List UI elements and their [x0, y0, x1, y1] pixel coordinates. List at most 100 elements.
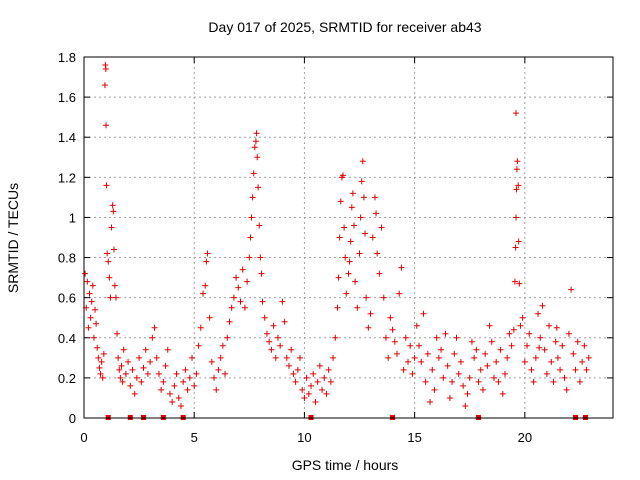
data-point [95, 354, 102, 361]
data-point [574, 338, 581, 345]
data-point [477, 366, 484, 373]
data-point [166, 390, 173, 397]
data-point [116, 366, 123, 373]
data-point [85, 324, 92, 331]
data-point [169, 398, 176, 405]
data-point [336, 234, 343, 241]
data-point [301, 394, 308, 401]
data-point [182, 366, 189, 373]
data-point [387, 314, 394, 321]
data-point [400, 366, 407, 373]
data-point [118, 362, 125, 369]
data-point [208, 358, 215, 365]
data-point [127, 382, 134, 389]
data-point [325, 366, 332, 373]
y-tick-label: 0.2 [58, 371, 76, 386]
data-point [539, 302, 546, 309]
data-point [341, 224, 348, 231]
data-point [305, 390, 312, 397]
data-point [164, 346, 171, 353]
data-point [513, 110, 520, 117]
data-point [323, 390, 330, 397]
data-point [405, 358, 412, 365]
data-point [343, 290, 350, 297]
data-point [359, 158, 366, 165]
data-point [543, 370, 550, 377]
data-point [464, 390, 471, 397]
data-point [335, 274, 342, 281]
data-point [246, 254, 253, 261]
data-point [482, 350, 489, 357]
data-point [110, 246, 117, 253]
data-point [248, 214, 255, 221]
data-point [211, 374, 218, 381]
data-point [195, 342, 202, 349]
data-point [259, 298, 266, 305]
data-point [530, 378, 537, 385]
data-point [285, 362, 292, 369]
data-point [348, 204, 355, 211]
data-point [117, 374, 124, 381]
data-point [442, 330, 449, 337]
data-point [511, 278, 518, 285]
data-point [193, 370, 200, 377]
data-point [424, 350, 431, 357]
data-point [308, 382, 315, 389]
data-point [213, 386, 220, 393]
data-point [347, 238, 354, 245]
data-point [204, 250, 211, 257]
data-point [499, 390, 506, 397]
data-point [532, 354, 539, 361]
data-point [490, 374, 497, 381]
data-point [576, 378, 583, 385]
data-point [224, 334, 231, 341]
data-point [402, 334, 409, 341]
data-point [87, 314, 94, 321]
data-point [513, 186, 520, 193]
data-point [497, 346, 504, 353]
data-point [112, 294, 119, 301]
data-point [290, 370, 297, 377]
data-point [524, 342, 531, 349]
data-point [581, 342, 588, 349]
data-point [385, 354, 392, 361]
data-point [357, 214, 364, 221]
data-point [411, 354, 418, 361]
data-point [514, 158, 521, 165]
chart-title: Day 017 of 2025, SRMTID for receiver ab4… [208, 19, 481, 35]
data-point [382, 334, 389, 341]
data-point [429, 366, 436, 373]
data-point [380, 294, 387, 301]
data-point [277, 342, 284, 349]
data-point [288, 346, 295, 353]
data-point [553, 324, 560, 331]
data-point [160, 378, 167, 385]
data-point [548, 358, 555, 365]
data-point [513, 166, 520, 173]
data-point [418, 358, 425, 365]
data-point [508, 342, 515, 349]
data-point [258, 270, 265, 277]
data-point [175, 394, 182, 401]
data-point [516, 280, 523, 287]
data-point [407, 342, 414, 349]
data-point [247, 234, 254, 241]
x-tick-label: 15 [407, 430, 421, 445]
data-point [568, 286, 575, 293]
data-point [420, 310, 427, 317]
data-point [521, 358, 528, 365]
y-tick-labels: 0 0.2 0.4 0.6 0.8 1 1.2 1.4 1.6 1.8 [58, 50, 76, 426]
x-tick-label: 0 [80, 430, 87, 445]
data-point [101, 82, 108, 89]
data-point [332, 334, 339, 341]
data-point [391, 338, 398, 345]
data-point [189, 354, 196, 361]
data-point [257, 254, 264, 261]
data-point [129, 366, 136, 373]
data-point [109, 202, 116, 209]
data-point [235, 284, 242, 291]
y-tick-label: 0.6 [58, 291, 76, 306]
data-point [367, 310, 374, 317]
data-point [517, 322, 524, 329]
data-point [559, 342, 566, 349]
